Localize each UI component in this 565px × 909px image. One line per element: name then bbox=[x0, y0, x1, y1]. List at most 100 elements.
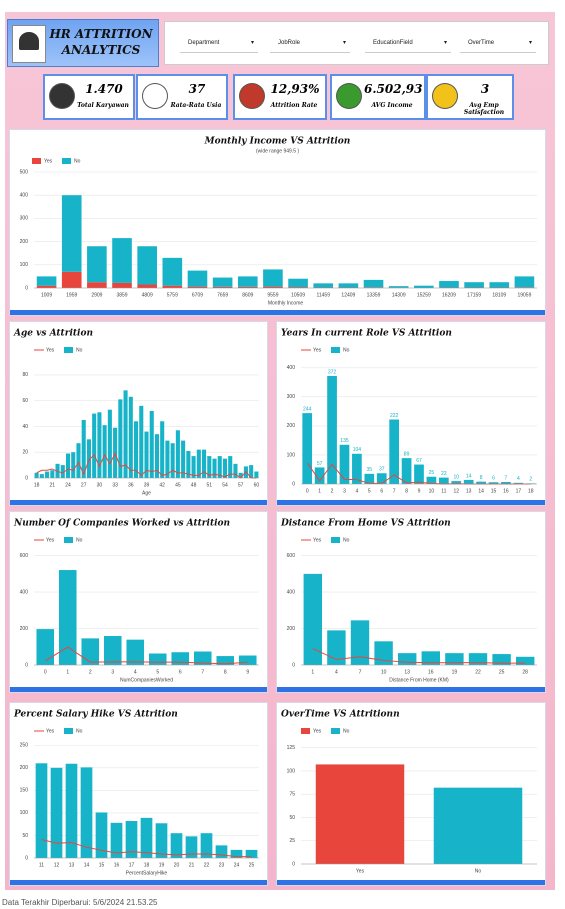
x-tick-label: 14 bbox=[478, 488, 484, 494]
x-tick-label: 3859 bbox=[116, 292, 127, 298]
bar bbox=[81, 638, 100, 665]
y-tick-label: 400 bbox=[287, 365, 296, 371]
x-tick-label: 24 bbox=[234, 862, 240, 868]
bar bbox=[237, 286, 258, 288]
bar bbox=[288, 287, 308, 288]
kpi-icon bbox=[240, 84, 264, 108]
data-label: 22 bbox=[441, 471, 447, 477]
bar bbox=[421, 651, 441, 665]
chart-title: Distance From Home VS Attrition bbox=[280, 519, 451, 529]
bar bbox=[123, 390, 128, 478]
bar bbox=[464, 282, 484, 288]
bar bbox=[162, 285, 183, 288]
x-tick-label: 16209 bbox=[442, 292, 456, 298]
filter-dropdown[interactable]: JobRole bbox=[270, 34, 350, 52]
bar bbox=[196, 449, 201, 478]
y-tick-label: 200 bbox=[20, 626, 29, 632]
bar bbox=[488, 482, 499, 484]
chart-card: Monthly Income VS Attrition (wide range 9… bbox=[10, 130, 545, 315]
bar bbox=[202, 449, 207, 478]
x-tick-label: 10 bbox=[381, 669, 387, 675]
chart: Years In current Role VS Attrition Yes No 0… bbox=[281, 329, 537, 494]
x-tick-label: 4809 bbox=[142, 292, 153, 298]
kpi-label: Rata-Rata Usia bbox=[170, 102, 222, 109]
kpi-value: 1.470 bbox=[85, 82, 123, 96]
chart: Percent Salary Hike VS Attrition Yes No 0 50… bbox=[13, 710, 259, 876]
bar bbox=[71, 452, 76, 478]
bar bbox=[61, 271, 82, 288]
x-tick-label: 11 bbox=[441, 488, 446, 494]
bar bbox=[87, 282, 107, 288]
bar bbox=[125, 821, 138, 858]
bar bbox=[171, 652, 190, 665]
data-label: 4 bbox=[517, 476, 520, 482]
x-tick-label: 13 bbox=[69, 862, 75, 868]
bar bbox=[107, 409, 112, 478]
kpi-label: Avg Emp Satisfaction bbox=[463, 102, 505, 116]
y-tick-label: 400 bbox=[287, 589, 296, 595]
x-tick-label: 1959 bbox=[66, 292, 77, 298]
bar bbox=[401, 458, 412, 484]
data-label: 7 bbox=[505, 475, 508, 481]
legend-swatch bbox=[62, 158, 71, 164]
bar bbox=[36, 285, 57, 288]
legend-label: Yes bbox=[44, 158, 53, 164]
filter-dropdown[interactable]: EducationField bbox=[365, 34, 451, 52]
bar bbox=[65, 453, 71, 478]
kpi-label: AVG Income bbox=[371, 102, 413, 109]
legend-swatch bbox=[331, 347, 340, 353]
x-tick-label: 18 bbox=[144, 862, 150, 868]
bar bbox=[338, 283, 359, 288]
bar bbox=[238, 472, 243, 478]
legend-label: No bbox=[76, 537, 83, 543]
bar bbox=[112, 238, 132, 283]
data-label: 89 bbox=[404, 451, 410, 457]
bar bbox=[212, 286, 233, 288]
data-label: 104 bbox=[353, 447, 362, 453]
x-tick-label: 18 bbox=[528, 488, 534, 494]
y-tick-label: 200 bbox=[287, 626, 296, 632]
kpi-card: 6.502,93 AVG Income bbox=[332, 76, 424, 118]
data-label: 6 bbox=[492, 476, 495, 482]
filter-dropdown[interactable]: Department bbox=[180, 34, 258, 52]
x-tick-label: 23 bbox=[219, 862, 225, 868]
y-tick-label: 200 bbox=[20, 239, 29, 245]
footer: Data Terakhir Diperbarui: 5/6/2024 21.53… bbox=[2, 898, 158, 907]
x-tick-label: 33 bbox=[112, 482, 118, 488]
bar bbox=[388, 286, 409, 288]
kpi-label: Total Karyawan bbox=[77, 102, 129, 109]
filter-dropdown[interactable]: OverTime bbox=[460, 34, 536, 52]
x-tick-label: 18 bbox=[34, 482, 40, 488]
bar bbox=[374, 641, 393, 665]
bar bbox=[451, 481, 462, 484]
kpi-card: 12,93% Attrition Rate bbox=[235, 76, 325, 118]
bar bbox=[492, 654, 511, 665]
bar bbox=[165, 440, 170, 478]
data-label: 2 bbox=[529, 477, 532, 483]
y-tick-label: 400 bbox=[20, 589, 29, 595]
x-tick-label: 5 bbox=[156, 669, 159, 675]
bar bbox=[185, 836, 198, 858]
legend-label: No bbox=[76, 347, 83, 353]
legend-swatch bbox=[331, 537, 340, 543]
x-tick-label: 42 bbox=[159, 482, 165, 488]
kpi-value: 3 bbox=[480, 82, 490, 96]
logo bbox=[12, 25, 46, 63]
x-tick-label: 13 bbox=[404, 669, 410, 675]
bar bbox=[233, 463, 238, 478]
bar bbox=[137, 284, 157, 288]
bar bbox=[45, 471, 50, 478]
bar bbox=[463, 479, 474, 484]
data-label: 14 bbox=[466, 473, 472, 479]
x-tick-label: 39 bbox=[144, 482, 150, 488]
chart-card: Distance From Home VS Attrition Yes No 0 200… bbox=[277, 512, 545, 692]
bar bbox=[187, 286, 208, 288]
y-tick-label: 200 bbox=[20, 765, 29, 771]
bar bbox=[313, 283, 334, 288]
bar bbox=[414, 285, 434, 288]
x-tick-label: 20 bbox=[174, 862, 180, 868]
bar bbox=[254, 471, 259, 478]
x-tick-label: 8609 bbox=[242, 292, 253, 298]
x-tick-label: 60 bbox=[254, 482, 260, 488]
bar bbox=[212, 277, 233, 287]
